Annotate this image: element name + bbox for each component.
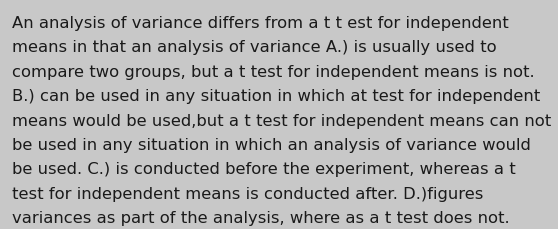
Text: An analysis of variance differs from a t t est for independent: An analysis of variance differs from a t… [12,16,509,31]
Text: be used. C.) is conducted before the experiment, whereas a t: be used. C.) is conducted before the exp… [12,162,516,177]
Text: B.) can be used in any situation in which at test for independent: B.) can be used in any situation in whic… [12,89,541,104]
Text: test for independent means is conducted after. D.)figures: test for independent means is conducted … [12,186,484,201]
Text: be used in any situation in which an analysis of variance would: be used in any situation in which an ana… [12,137,531,152]
Text: compare two groups, but a t test for independent means is not.: compare two groups, but a t test for ind… [12,65,535,79]
Text: means in that an analysis of variance A.) is usually used to: means in that an analysis of variance A.… [12,40,497,55]
Text: variances as part of the analysis, where as a t test does not.: variances as part of the analysis, where… [12,210,510,225]
Text: means would be used,but a t test for independent means can not: means would be used,but a t test for ind… [12,113,551,128]
